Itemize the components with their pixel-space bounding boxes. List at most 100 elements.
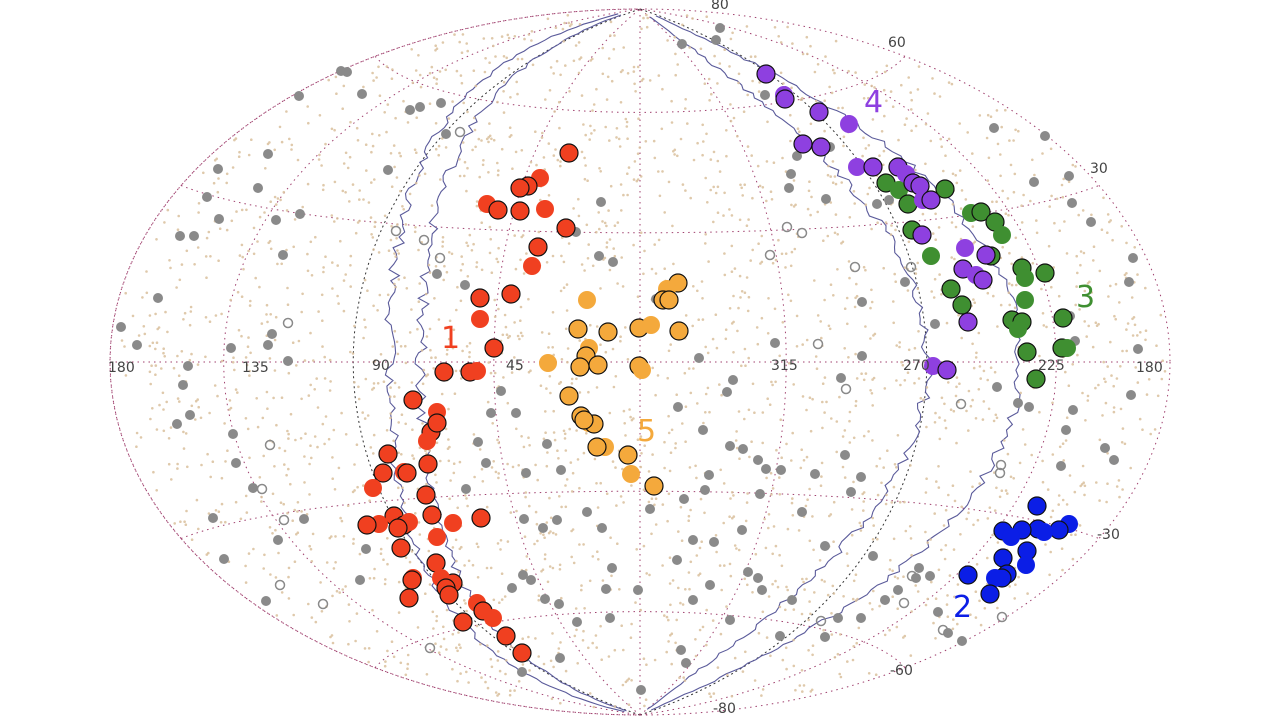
faint-source-dot xyxy=(578,543,581,546)
faint-source-dot xyxy=(278,446,281,450)
faint-source-dot xyxy=(811,515,814,518)
faint-source-dot xyxy=(488,251,492,255)
faint-source-dot xyxy=(254,276,257,280)
faint-source-dot xyxy=(459,646,462,649)
faint-source-dot xyxy=(1035,219,1038,222)
faint-source-dot xyxy=(148,314,152,317)
faint-source-dot xyxy=(559,160,562,163)
faint-source-dot xyxy=(642,488,646,492)
faint-source-dot xyxy=(403,276,406,280)
faint-source-dot xyxy=(698,628,702,632)
faint-source-dot xyxy=(796,127,800,130)
faint-source-dot xyxy=(476,576,480,579)
faint-source-dot xyxy=(825,400,828,404)
faint-source-dot xyxy=(1081,209,1085,212)
faint-source-dot xyxy=(497,307,500,311)
faint-source-dot xyxy=(212,181,216,185)
faint-source-dot xyxy=(282,502,286,506)
faint-source-dot xyxy=(269,200,273,203)
faint-source-dot xyxy=(537,594,541,597)
faint-source-dot xyxy=(733,656,737,660)
faint-source-dot xyxy=(955,181,959,185)
faint-source-dot xyxy=(488,134,492,138)
faint-source-dot xyxy=(878,457,882,460)
background-source-point xyxy=(633,585,643,595)
faint-source-dot xyxy=(761,186,765,189)
faint-source-dot xyxy=(487,171,490,174)
faint-source-dot xyxy=(323,377,327,380)
faint-source-dot xyxy=(1001,245,1004,249)
faint-source-dot xyxy=(321,319,324,323)
faint-source-dot xyxy=(496,100,499,104)
faint-source-dot xyxy=(913,346,917,350)
faint-source-dot xyxy=(785,585,788,589)
faint-source-dot xyxy=(547,346,550,349)
faint-source-dot xyxy=(329,380,332,383)
faint-source-dot xyxy=(537,598,540,602)
faint-source-dot xyxy=(932,296,936,299)
faint-source-dot xyxy=(162,408,165,411)
faint-source-dot xyxy=(520,57,524,61)
faint-source-dot xyxy=(1136,381,1140,384)
faint-source-dot xyxy=(811,653,814,657)
faint-source-dot xyxy=(728,65,731,68)
faint-source-dot xyxy=(528,504,531,508)
background-source-point xyxy=(711,35,721,45)
faint-source-dot xyxy=(996,325,999,328)
faint-source-dot xyxy=(559,701,562,705)
faint-source-dot xyxy=(552,154,556,157)
background-source-point xyxy=(355,575,365,585)
faint-source-dot xyxy=(549,516,553,520)
faint-source-dot xyxy=(847,356,850,359)
faint-source-dot xyxy=(592,103,596,106)
faint-source-dot xyxy=(447,407,450,411)
faint-source-dot xyxy=(640,27,643,31)
faint-source-dot xyxy=(406,121,410,124)
faint-source-dot xyxy=(670,632,674,635)
faint-source-dot xyxy=(568,90,571,93)
faint-source-dot xyxy=(940,145,943,148)
faint-source-dot xyxy=(280,262,284,266)
faint-source-dot xyxy=(557,647,561,650)
faint-source-dot xyxy=(846,660,849,663)
faint-source-dot xyxy=(971,225,975,228)
faint-source-dot xyxy=(484,680,487,684)
faint-source-dot xyxy=(993,370,997,374)
faint-source-dot xyxy=(786,25,789,29)
faint-source-dot xyxy=(809,213,812,217)
faint-source-dot xyxy=(747,295,751,299)
faint-source-dot xyxy=(965,517,968,521)
faint-source-dot xyxy=(397,278,401,281)
faint-source-dot xyxy=(854,404,858,408)
faint-source-dot xyxy=(674,442,677,445)
faint-source-dot xyxy=(400,453,403,456)
faint-source-dot xyxy=(591,641,594,645)
faint-source-dot xyxy=(842,595,845,598)
faint-source-dot xyxy=(991,533,994,537)
faint-source-dot xyxy=(411,428,414,432)
faint-source-dot xyxy=(828,514,831,518)
faint-source-dot xyxy=(358,552,362,556)
faint-source-dot xyxy=(1098,438,1102,442)
background-source-point xyxy=(175,231,185,241)
series-5-point xyxy=(539,354,557,372)
faint-source-dot xyxy=(677,530,680,533)
faint-source-dot xyxy=(149,382,152,386)
faint-source-dot xyxy=(995,200,998,203)
faint-source-dot xyxy=(274,528,277,532)
group-label-3: 3 xyxy=(1076,280,1095,315)
faint-source-dot xyxy=(896,577,900,580)
faint-source-dot xyxy=(497,169,500,172)
faint-source-dot xyxy=(552,72,555,75)
faint-source-dot xyxy=(914,272,918,275)
background-source-point xyxy=(178,380,188,390)
faint-source-dot xyxy=(162,347,165,351)
faint-source-dot xyxy=(924,603,928,607)
series-4-point xyxy=(958,312,978,332)
faint-source-dot xyxy=(233,368,236,372)
background-source-point xyxy=(645,504,655,514)
faint-source-dot xyxy=(798,684,802,687)
faint-source-dot xyxy=(293,218,297,221)
faint-source-dot xyxy=(296,510,299,513)
faint-source-dot xyxy=(583,607,586,610)
